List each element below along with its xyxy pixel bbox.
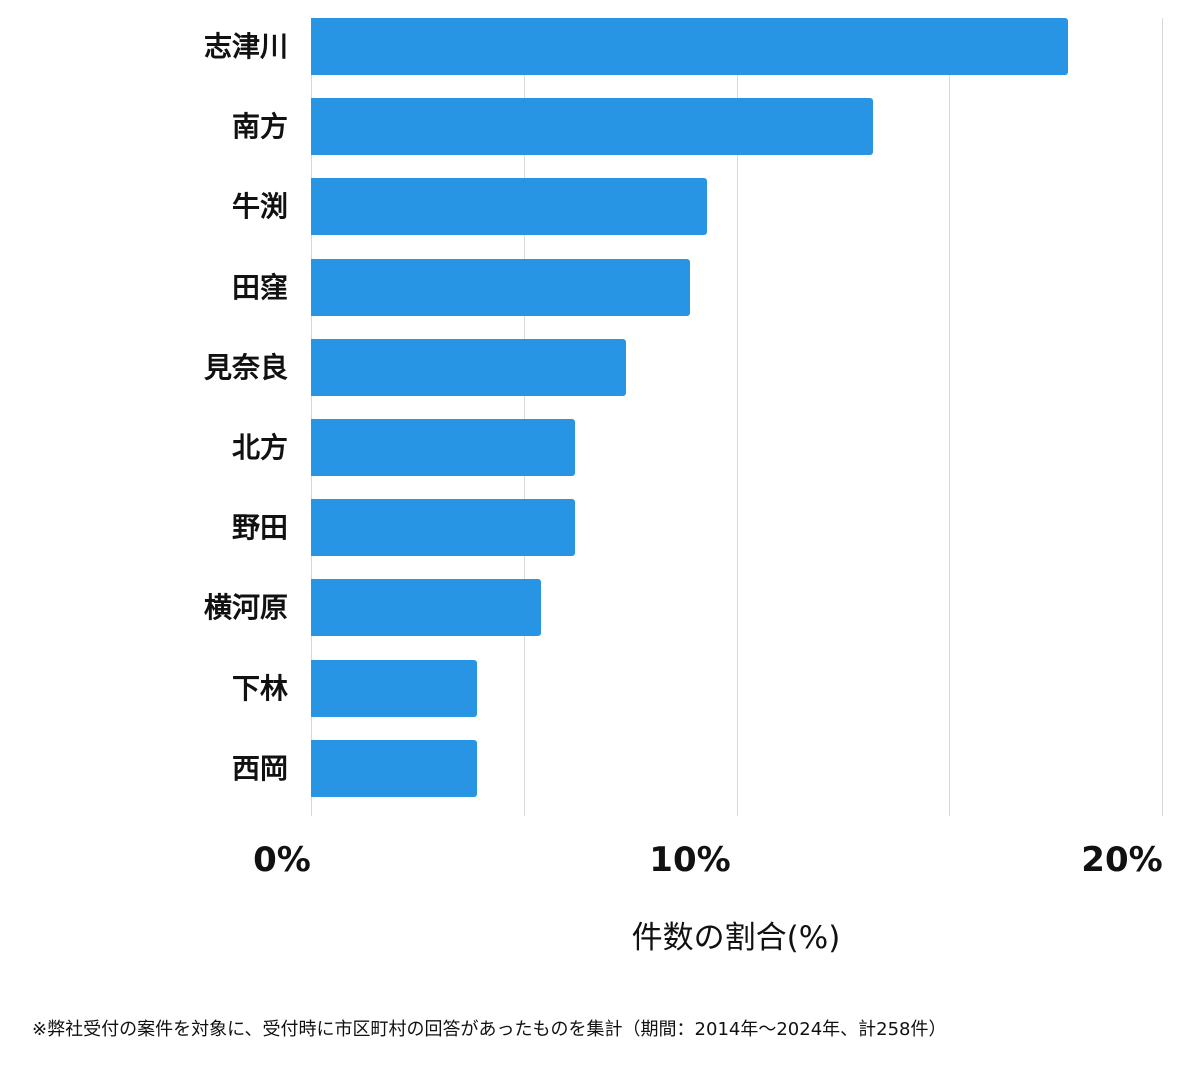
category-label: 見奈良 [203,350,288,384]
bar [311,419,575,476]
footnote: ※弊社受付の案件を対象に、受付時に市区町村の回答があったものを集計（期間：201… [32,1019,947,1040]
x-tick-20: 20% [1081,840,1163,880]
plot-area [311,18,1163,816]
gridline [311,18,312,816]
gridline [523,18,525,816]
bar [311,739,477,797]
bar [311,178,707,236]
gridline [949,18,951,816]
x-axis-label: 件数の割合(%) [631,920,841,956]
gridline [736,18,738,816]
bar [311,659,477,717]
category-label: 田窪 [231,270,288,304]
bar [311,98,873,156]
category-label: 牛渕 [231,190,288,224]
category-label: 下林 [231,671,288,705]
category-label: 西岡 [231,751,288,785]
bar [311,499,575,557]
x-tick-10: 10% [649,840,731,880]
bar [311,338,626,396]
x-tick-0: 0% [253,840,311,880]
category-label: 野田 [231,511,288,545]
gridline [1162,18,1163,816]
bar [311,258,690,316]
category-label: 北方 [231,431,288,464]
bar [311,579,541,637]
category-label: 志津川 [203,30,288,63]
bar [311,18,1069,75]
category-label: 横河原 [203,591,288,625]
category-label: 南方 [231,110,288,144]
